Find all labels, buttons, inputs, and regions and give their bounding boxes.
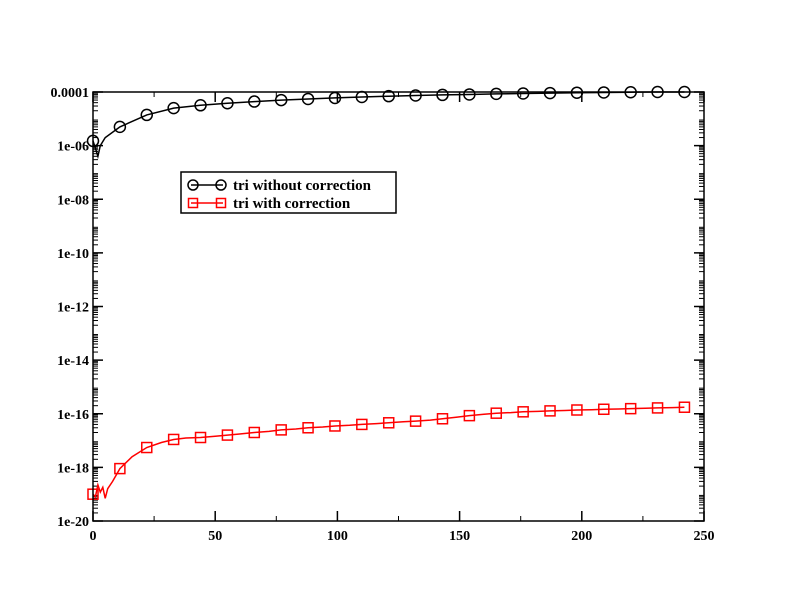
y-tick-label: 1e-18 xyxy=(57,461,89,476)
legend-marker-0 xyxy=(187,179,199,191)
data-point-1 xyxy=(275,424,287,436)
data-point-1 xyxy=(678,401,691,413)
data-point-1 xyxy=(490,407,503,419)
legend-label-0: tri without correction xyxy=(233,178,372,194)
data-point-0 xyxy=(463,88,476,101)
data-point-1 xyxy=(248,426,261,439)
y-tick-label: 1e-06 xyxy=(57,140,89,155)
x-tick-label: 50 xyxy=(208,529,222,544)
y-tick-label: 1e-20 xyxy=(57,515,89,530)
data-point-0 xyxy=(274,93,288,107)
data-point-0 xyxy=(490,87,503,101)
data-point-0 xyxy=(409,89,422,102)
data-point-1 xyxy=(598,403,610,416)
y-tick-label: 1e-10 xyxy=(57,247,89,262)
data-point-0 xyxy=(194,99,207,112)
series-line-0 xyxy=(92,91,685,160)
series-line-1 xyxy=(92,406,685,499)
x-tick-label: 250 xyxy=(694,529,715,544)
data-point-0 xyxy=(221,97,234,110)
data-point-1 xyxy=(167,433,180,446)
data-point-0 xyxy=(113,120,127,134)
data-point-0 xyxy=(167,101,180,115)
data-point-0 xyxy=(140,108,154,122)
y-tick-label: 0.0001 xyxy=(51,86,90,101)
data-point-0 xyxy=(382,89,395,103)
y-tick-label: 1e-14 xyxy=(57,354,89,369)
data-point-1 xyxy=(382,417,395,429)
data-point-0 xyxy=(516,87,530,100)
data-point-0 xyxy=(436,88,449,102)
x-tick-label: 150 xyxy=(449,529,470,544)
data-point-1 xyxy=(651,402,664,414)
data-point-0 xyxy=(301,92,315,106)
data-point-1 xyxy=(329,420,341,432)
data-point-1 xyxy=(194,431,207,444)
data-point-0 xyxy=(543,86,557,100)
legend-marker-1 xyxy=(215,197,227,209)
data-point-1 xyxy=(409,415,422,427)
data-point-1 xyxy=(436,413,449,425)
data-point-1 xyxy=(517,406,529,418)
data-point-1 xyxy=(141,441,153,454)
data-point-0 xyxy=(248,95,261,108)
plot-frame xyxy=(92,91,705,522)
legend-label-1: tri with correction xyxy=(233,196,351,212)
data-point-1 xyxy=(302,422,314,434)
data-point-1 xyxy=(624,402,637,415)
data-point-1 xyxy=(571,404,583,416)
y-tick-label: 1e-16 xyxy=(57,408,89,423)
y-tick-label: 1e-08 xyxy=(57,193,89,208)
data-point-1 xyxy=(544,405,556,417)
legend-marker-0 xyxy=(215,179,227,191)
data-point-1 xyxy=(114,462,126,475)
x-tick-label: 100 xyxy=(327,529,348,544)
data-point-1 xyxy=(463,409,476,422)
data-point-1 xyxy=(221,429,234,441)
x-tick-label: 200 xyxy=(571,529,592,544)
legend-marker-1 xyxy=(187,197,199,209)
x-tick-label: 0 xyxy=(90,529,97,544)
y-tick-label: 1e-12 xyxy=(57,301,89,316)
data-point-1 xyxy=(356,418,368,431)
